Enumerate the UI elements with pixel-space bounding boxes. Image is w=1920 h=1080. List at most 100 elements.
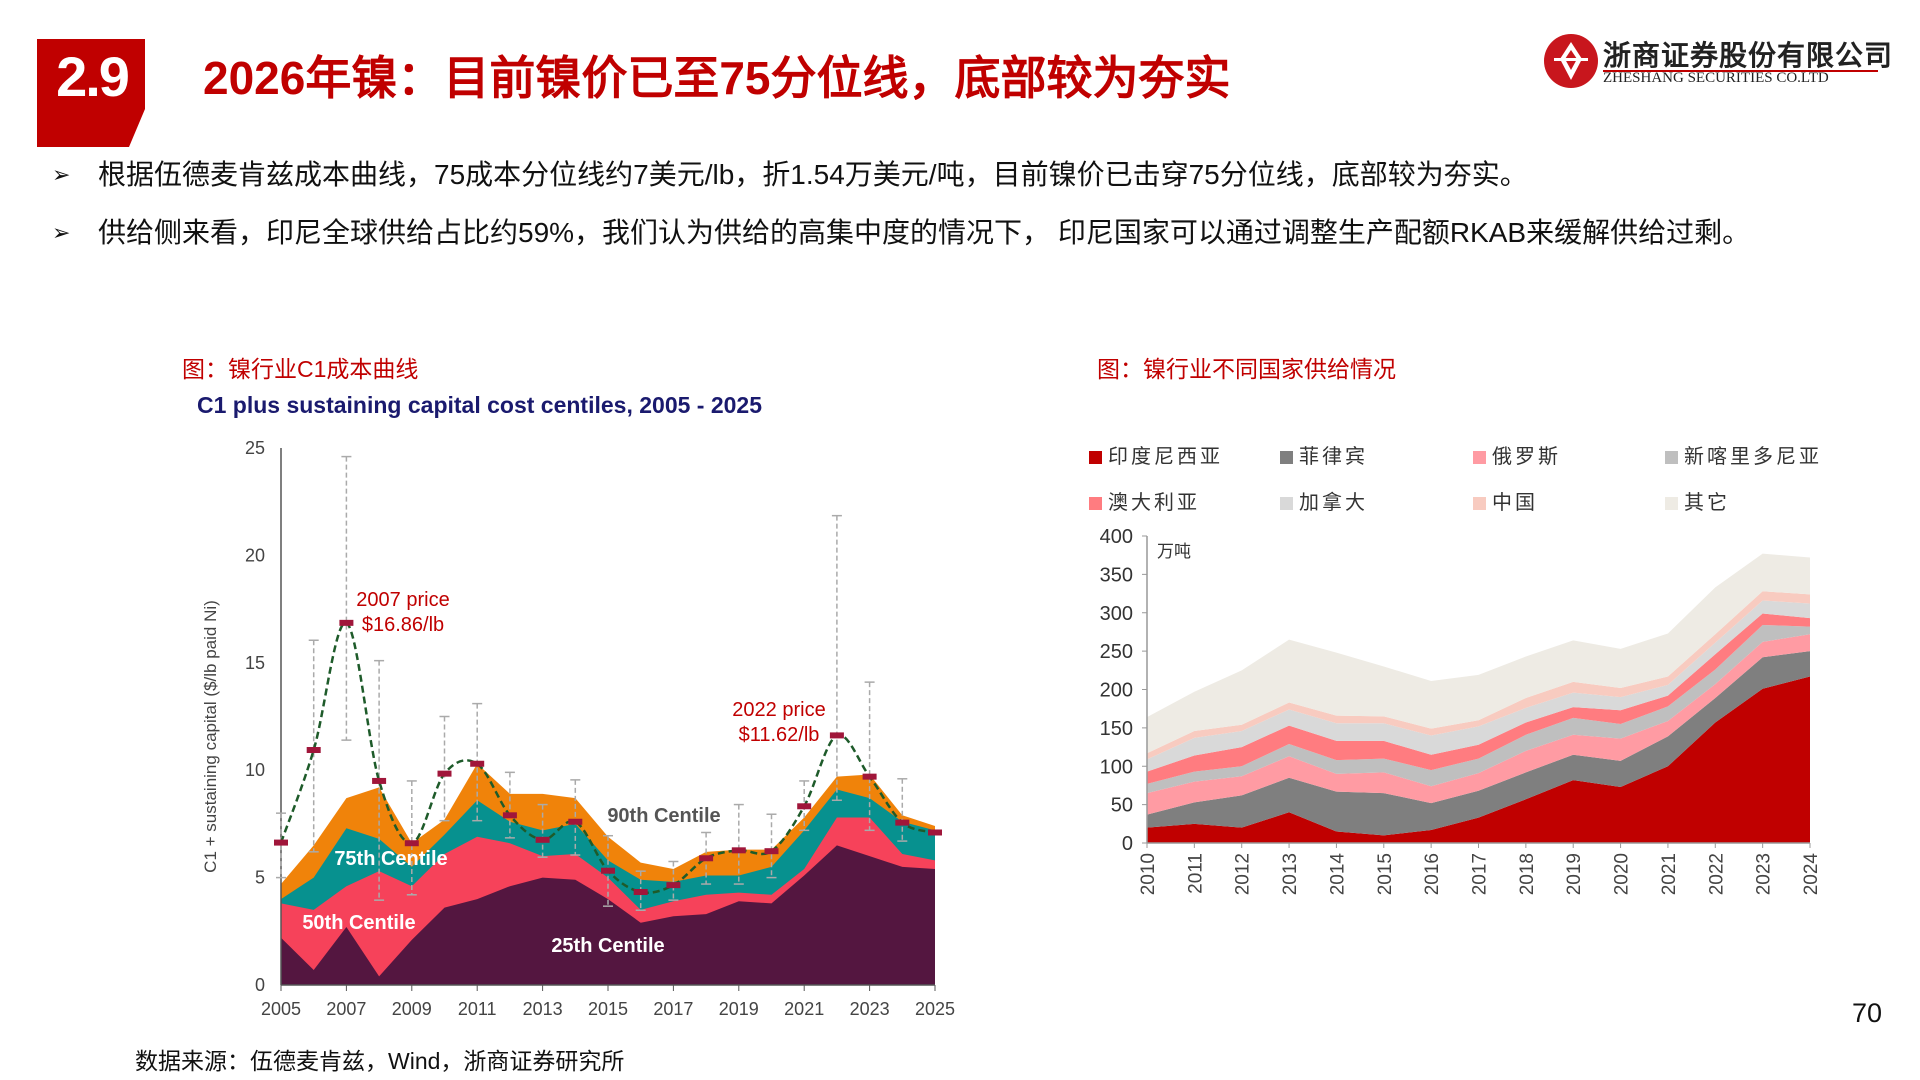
legend-label: 加拿大 <box>1299 492 1368 514</box>
figure-caption-right: 图：镍行业不同国家供给情况 <box>1097 356 1396 382</box>
x-tick-label: 2017 <box>653 999 693 1019</box>
y-tick-label: 50 <box>1111 795 1133 817</box>
bullet-point: ➢ 根据伍德麦肯兹成本曲线，75成本分位线约7美元/lb，折1.54万美元/吨，… <box>52 156 1882 194</box>
price-marker <box>699 855 714 862</box>
area-4 <box>1147 613 1810 784</box>
x-tick-label: 2021 <box>784 999 824 1019</box>
label-75th-centile: 75th Centile <box>334 848 447 870</box>
price-marker <box>339 619 354 626</box>
legend-item: 澳大利亚 <box>1089 486 1200 515</box>
company-name-en: ZHESHANG SECURITIES CO.LTD <box>1603 70 1829 86</box>
x-tick-label: 2017 <box>1470 853 1491 895</box>
arrow-bullet-icon: ➢ <box>52 162 71 187</box>
x-tick-label: 2023 <box>850 999 890 1019</box>
x-tick-label: 2016 <box>1422 853 1443 895</box>
y-tick-label: 150 <box>1100 718 1133 740</box>
price-marker <box>731 847 746 854</box>
section-number: 2.9 <box>56 45 130 108</box>
data-source: 数据来源：伍德麦肯兹，Wind，浙商证券研究所 <box>135 1048 625 1074</box>
price-annotation: $11.62/lb <box>739 724 820 746</box>
price-marker <box>404 840 419 847</box>
price-marker <box>502 812 517 819</box>
price-marker <box>437 770 452 777</box>
bullet-text: 供给侧来看，印尼全球供给占比约59%，我们认为供给的高集中度的情况下， 印尼国家… <box>98 217 1751 248</box>
y-tick-label: 20 <box>245 545 265 565</box>
label-90th-centile: 90th Centile <box>607 805 720 827</box>
legend-item: 其它 <box>1665 486 1730 515</box>
y-axis-label: C1 + sustaining capital ($/lb paid Ni) <box>201 600 220 873</box>
x-tick-label: 2025 <box>915 999 955 1019</box>
x-tick-label: 2011 <box>1185 853 1206 894</box>
price-annotation: $16.86/lb <box>362 614 444 636</box>
legend-swatch <box>1665 451 1678 464</box>
x-tick-label: 2024 <box>1801 853 1822 896</box>
page-title: 2026年镍：目前镍价已至75分位线，底部较为夯实 <box>203 52 1231 104</box>
x-tick-label: 2018 <box>1517 853 1538 895</box>
x-tick-label: 2010 <box>1138 853 1159 895</box>
y-tick-label: 350 <box>1100 564 1133 586</box>
legend-swatch <box>1473 451 1486 464</box>
legend-item: 新喀里多尼亚 <box>1665 440 1822 469</box>
y-tick-label: 10 <box>245 760 265 780</box>
page-number: 70 <box>1852 998 1883 1028</box>
area-3 <box>1147 625 1810 794</box>
arrow-bullet-icon: ➢ <box>52 220 71 245</box>
area-7 <box>1147 553 1810 754</box>
company-logo-icon <box>1544 34 1598 88</box>
y-tick-label: 400 <box>1100 526 1133 548</box>
price-line <box>279 621 936 894</box>
price-annotation: 2007 price <box>356 589 449 611</box>
price-marker <box>470 760 485 767</box>
x-tick-label: 2009 <box>392 999 432 1019</box>
label-25th-centile: 25th Centile <box>551 935 664 957</box>
legend-swatch <box>1089 497 1102 510</box>
legend-label: 中国 <box>1492 492 1538 514</box>
price-marker <box>928 829 942 836</box>
company-name-cn: 浙商证券股份有限公司 <box>1603 40 1894 71</box>
x-tick-label: 2014 <box>1327 853 1348 896</box>
unit-label: 万吨 <box>1157 542 1191 561</box>
legend-swatch <box>1280 497 1293 510</box>
x-tick-label: 2011 <box>458 999 497 1019</box>
y-tick-label: 0 <box>1122 833 1133 855</box>
price-marker <box>601 867 615 874</box>
x-tick-label: 2015 <box>588 999 628 1019</box>
area-1 <box>1147 651 1810 836</box>
y-tick-label: 5 <box>255 868 265 888</box>
area-6 <box>1147 591 1810 760</box>
x-tick-label: 2019 <box>719 999 759 1019</box>
price-marker <box>764 848 779 855</box>
x-tick-label: 2020 <box>1612 853 1633 895</box>
legend-item: 俄罗斯 <box>1473 440 1561 469</box>
y-tick-label: 25 <box>245 438 265 458</box>
legend-label: 印度尼西亚 <box>1108 446 1223 468</box>
area-2 <box>1147 634 1810 815</box>
y-tick-label: 0 <box>255 975 265 995</box>
bullet-text: 根据伍德麦肯兹成本曲线，75成本分位线约7美元/lb，折1.54万美元/吨，目前… <box>98 159 1528 190</box>
area-0 <box>1147 676 1810 843</box>
y-tick-label: 200 <box>1100 680 1133 702</box>
cost-chart-title: C1 plus sustaining capital cost centiles… <box>197 392 763 418</box>
bullet-point: ➢ 供给侧来看，印尼全球供给占比约59%，我们认为供给的高集中度的情况下， 印尼… <box>52 214 1882 252</box>
price-marker <box>895 819 910 826</box>
legend-swatch <box>1473 497 1486 510</box>
y-tick-label: 15 <box>245 653 265 673</box>
legend-swatch <box>1280 451 1293 464</box>
legend-label: 菲律宾 <box>1299 446 1368 468</box>
x-tick-label: 2012 <box>1233 853 1254 895</box>
price-annotation: 2022 price <box>732 699 825 721</box>
price-marker <box>568 818 583 825</box>
legend-swatch <box>1665 497 1678 510</box>
label-50th-centile: 50th Centile <box>302 912 415 934</box>
x-tick-label: 2021 <box>1659 853 1680 895</box>
x-tick-label: 2019 <box>1564 853 1585 895</box>
legend-label: 其它 <box>1684 492 1730 514</box>
legend-label: 俄罗斯 <box>1492 446 1561 468</box>
price-marker <box>862 773 877 780</box>
legend-label: 新喀里多尼亚 <box>1684 446 1822 468</box>
x-tick-label: 2023 <box>1754 853 1775 895</box>
figure-caption-left: 图：镍行业C1成本曲线 <box>182 356 419 382</box>
x-tick-label: 2005 <box>261 999 301 1019</box>
